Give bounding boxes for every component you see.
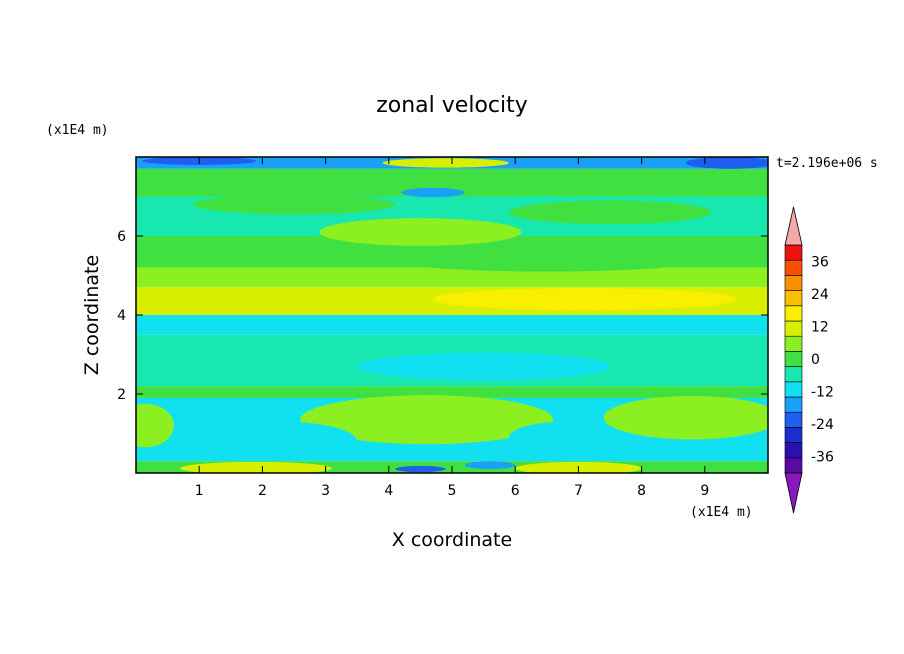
field-patch-4: [136, 403, 174, 448]
field-patch-8: [186, 289, 415, 310]
z-tick-label-4: 4: [117, 308, 126, 324]
x-tick-label-1: 1: [195, 483, 204, 499]
colorbar-swatch-8: [784, 335, 803, 352]
x-tick-label-5: 5: [448, 483, 457, 499]
x-axis-label: X coordinate: [392, 529, 512, 551]
colorbar-swatch-2: [784, 427, 803, 443]
colorbar-label--12: -12: [811, 385, 834, 401]
field-patch-5: [180, 461, 332, 473]
field-patch-16: [395, 465, 446, 473]
colorbar-label--24: -24: [811, 417, 834, 433]
colorbar-label--36: -36: [811, 450, 834, 466]
x-tick-label-9: 9: [700, 483, 709, 499]
field-patch-7: [433, 288, 737, 311]
colorbar-label-36: 36: [811, 254, 829, 270]
field-patch-3: [603, 395, 768, 440]
field-patch-12: [685, 157, 768, 169]
colorbar-swatch-1: [784, 442, 803, 459]
colorbar-swatch-7: [784, 351, 803, 367]
field-band-6: [136, 315, 768, 335]
colorbar-label-24: 24: [811, 287, 829, 303]
z-tick-label-2: 2: [117, 387, 126, 403]
z-unit-label: (x1E4 m): [46, 123, 109, 138]
colorbar-swatch-3: [784, 411, 803, 428]
field-patch-14: [401, 187, 465, 198]
x-tick-label-7: 7: [574, 483, 583, 499]
colorbar-swatch-5: [784, 381, 803, 398]
colorbar-label-12: 12: [811, 319, 829, 335]
colorbar-swatch-14: [784, 244, 803, 261]
z-axis-label: Z coordinate: [81, 255, 103, 375]
colorbar-swatch-6: [784, 366, 803, 383]
x-tick-label-3: 3: [321, 483, 330, 499]
field-patch-21: [388, 247, 705, 272]
colorbar: -36 -24 -12 0 12 24 36: [784, 206, 834, 514]
field-patch-10: [508, 200, 712, 225]
colorbar-swatch-4: [784, 396, 803, 413]
colorbar-swatch-13: [784, 259, 803, 276]
colorbar-over-triangle: [784, 206, 803, 246]
x-tick-label-8: 8: [637, 483, 646, 499]
field-patch-19: [357, 352, 610, 381]
x-axis-ticks: 1 2 3 4 5 6 7 8 9: [195, 157, 709, 499]
colorbar-swatch-12: [784, 275, 803, 291]
colorbar-label-0: 0: [811, 352, 820, 368]
time-label: t=2.196e+06 s: [776, 156, 878, 171]
field-patch-9: [319, 218, 522, 246]
field-patch-1: [300, 395, 554, 445]
x-tick-label-4: 4: [384, 483, 393, 499]
colorbar-swatch-9: [784, 320, 803, 337]
x-tick-label-6: 6: [511, 483, 520, 499]
field-patch-20: [192, 194, 396, 215]
x-tick-label-2: 2: [258, 483, 267, 499]
colorbar-under-triangle: [784, 472, 803, 514]
colorbar-swatch-10: [784, 305, 803, 322]
colorbar-swatch-11: [784, 290, 803, 307]
field-patch-11: [382, 158, 509, 168]
velocity-field: [136, 157, 768, 473]
field-band-8: [136, 386, 768, 398]
field-patch-17: [205, 421, 358, 462]
z-axis-ticks: 2 4 6: [117, 229, 768, 403]
field-patch-15: [464, 461, 516, 470]
z-tick-label-6: 6: [117, 229, 126, 245]
field-patch-18: [508, 421, 623, 454]
chart-title: zonal velocity: [376, 93, 528, 118]
colorbar-swatch-0: [784, 457, 803, 474]
field-band-4: [136, 267, 768, 288]
x-unit-label: (x1E4 m): [690, 505, 753, 520]
